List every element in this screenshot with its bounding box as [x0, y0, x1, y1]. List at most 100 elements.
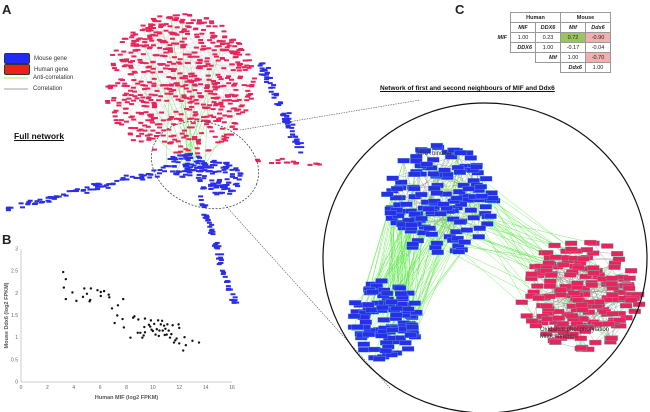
mouse-gene-node [230, 189, 236, 192]
mouse-gene-node [218, 259, 224, 262]
human-gene-node [167, 47, 173, 50]
mouse-gene-node [95, 182, 101, 185]
human-gene-node [564, 272, 577, 278]
human-gene-node [132, 95, 138, 98]
mouse-gene-node [56, 195, 62, 198]
human-gene-node [186, 13, 192, 16]
scatter-point [99, 294, 102, 298]
mouse-gene-node [397, 158, 410, 164]
scatter-point [166, 323, 169, 326]
mouse-gene-node [422, 206, 436, 212]
row-header: DDX6 [510, 42, 536, 53]
human-gene-node [115, 82, 121, 85]
mouse-gene-node [257, 64, 263, 67]
y-tick-label: 2.5 [11, 269, 18, 275]
human-gene-node [167, 25, 173, 28]
correlation-table: Human Mouse MIF DDX6 Mif Ddx6 MIF 1.00 0.23 0.72-… [486, 12, 611, 73]
mouse-gene-node [362, 331, 375, 338]
human-gene-node [154, 123, 160, 126]
mouse-gene-node [266, 76, 272, 79]
human-gene-node [186, 90, 192, 93]
human-gene-node [565, 312, 579, 319]
human-gene-node [186, 26, 192, 29]
human-gene-node [565, 246, 578, 252]
human-gene-node [229, 63, 235, 66]
human-gene-node [177, 72, 183, 75]
human-gene-node [214, 45, 220, 48]
mouse-gene-node [74, 188, 80, 191]
human-gene-node [232, 82, 238, 85]
mouse-gene-node [173, 158, 179, 161]
mouse-gene-node [175, 161, 181, 164]
human-gene-node [238, 47, 244, 50]
human-gene-node [140, 53, 146, 56]
scatter-point [161, 329, 164, 332]
human-gene-node [587, 250, 600, 256]
human-gene-node [172, 32, 178, 35]
human-gene-node [279, 157, 285, 160]
human-gene-node [543, 293, 556, 300]
human-gene-node [612, 256, 626, 263]
human-gene-node [153, 116, 159, 119]
human-gene-node [179, 40, 185, 43]
network-nodes [5, 13, 646, 362]
human-gene-node [206, 149, 212, 152]
human-gene-node [554, 287, 567, 293]
human-gene-node [221, 138, 227, 141]
mouse-gene-node [295, 143, 301, 146]
human-gene-node [166, 128, 172, 131]
human-gene-node [574, 335, 587, 342]
mouse-gene-node [281, 112, 287, 115]
human-gene-node [236, 108, 242, 111]
scatter-point [167, 329, 170, 332]
human-gene-node [178, 99, 184, 102]
mouse-gene-node [408, 300, 421, 306]
scatter-point [184, 344, 188, 347]
human-gene-node [123, 37, 129, 40]
mouse-gene-node [232, 177, 238, 180]
mouse-gene-node [458, 239, 471, 245]
x-axis-label: Human MIF (log2 FPKM) [95, 395, 158, 401]
mouse-gene-node [201, 175, 207, 178]
mouse-gene-node [286, 120, 292, 123]
mouse-gene-node [298, 151, 304, 154]
human-gene-node [167, 44, 173, 47]
human-gene-node [184, 80, 190, 83]
mouse-gene-node [34, 200, 40, 203]
mouse-gene-node [120, 177, 126, 180]
human-gene-node [531, 283, 544, 289]
human-gene-node [116, 104, 122, 107]
mouse-gene-node [348, 300, 362, 306]
human-gene-node [112, 84, 118, 87]
human-gene-node [228, 41, 234, 44]
human-gene-node [130, 42, 136, 45]
mouse-gene-node [91, 183, 97, 186]
human-gene-node [185, 149, 191, 152]
mouse-gene-node [198, 195, 204, 198]
mouse-gene-node [232, 299, 238, 302]
mouse-gene-node [195, 162, 201, 165]
human-gene-node [198, 38, 204, 41]
human-gene-node [112, 115, 118, 118]
human-gene-node [194, 33, 200, 36]
human-gene-node [194, 147, 200, 150]
human-gene-node [177, 62, 183, 65]
mouse-gene-node [208, 183, 214, 186]
human-gene-node [129, 36, 135, 39]
mouse-gene-node [384, 210, 397, 216]
human-gene-node [131, 79, 137, 82]
human-gene-node [151, 148, 157, 151]
human-gene-node [237, 53, 243, 56]
human-gene-node [178, 119, 184, 122]
mouse-gene-node [485, 190, 498, 196]
human-gene-node [168, 84, 174, 87]
human-gene-node [198, 41, 204, 44]
human-gene-node [213, 55, 219, 58]
human-gene-node [580, 247, 594, 253]
mouse-gene-node [188, 152, 194, 155]
human-gene-node [238, 75, 244, 78]
human-gene-node [602, 321, 615, 327]
mouse-gene-node [231, 301, 237, 304]
scatter-point [99, 290, 102, 294]
human-gene-node [136, 129, 142, 132]
